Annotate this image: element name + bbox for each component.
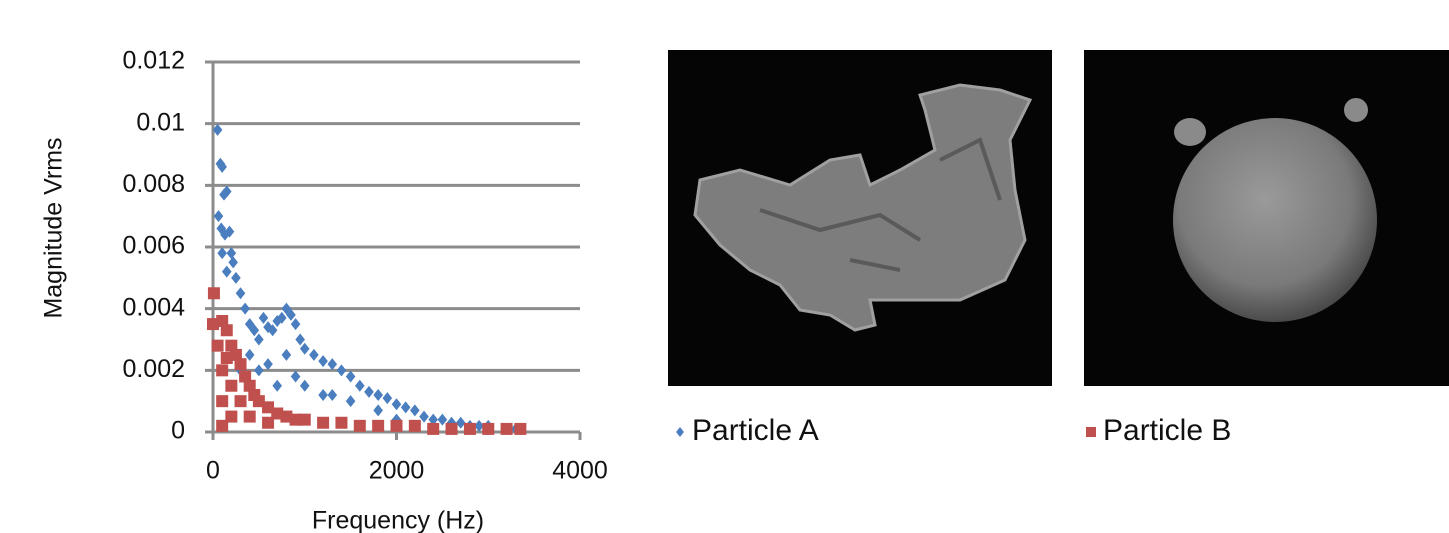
data-point [235,395,247,407]
data-point [383,392,393,404]
data-point [299,414,311,426]
legend-label: Particle B [1103,414,1231,447]
data-point [262,417,274,429]
data-point [335,417,347,429]
data-point [221,324,233,336]
data-point [235,358,247,370]
data-point [236,287,246,299]
x-tick-label: 2000 [369,457,425,485]
data-point [391,420,403,432]
data-point [216,395,228,407]
data-point [464,423,476,435]
data-point [300,380,310,392]
data-point [254,364,264,376]
data-point [355,380,365,392]
page: Magnitude Vrms Frequency (Hz) 0 0.002 0.00… [0,0,1449,533]
data-point [291,318,301,330]
data-point [216,420,228,432]
y-tick-label: 0.006 [122,232,185,260]
data-point [208,287,220,299]
data-point [514,423,526,435]
x-tick-label: 0 [206,457,220,485]
data-point [317,417,329,429]
y-tick-label: 0.012 [122,47,185,75]
y-tick-label: 0.004 [122,293,185,321]
data-point [221,352,233,364]
data-point [228,256,238,268]
data-point [318,355,328,367]
data-point [240,303,250,315]
data-point [392,398,402,410]
data-point [254,334,264,346]
data-point [410,404,420,416]
data-point [501,423,513,435]
data-point [327,389,337,401]
data-point [309,349,319,361]
x-tick-label: 4000 [552,457,608,485]
data-point [214,210,224,222]
data-point [372,420,384,432]
y-tick-label: 0.008 [122,170,185,198]
data-point [482,423,494,435]
data-point [346,395,356,407]
data-point [282,349,292,361]
data-point [231,272,241,284]
data-point [295,334,305,346]
data-point [263,358,273,370]
data-point [337,364,347,376]
data-point [272,380,282,392]
data-point [327,358,337,370]
data-point [217,247,227,259]
legend-marker [676,427,684,437]
data-point [401,401,411,413]
data-point [427,423,439,435]
data-point [244,411,256,423]
y-tick-label: 0 [171,417,185,445]
legend-marker [1086,427,1096,437]
legend-label: Particle A [692,414,819,447]
data-point [364,386,374,398]
particle-b-bump [1174,118,1206,146]
data-point [318,389,328,401]
y-tick-label: 0.01 [136,108,185,136]
data-point [227,247,237,259]
data-point [216,364,228,376]
y-tick-label: 0.002 [122,355,185,383]
data-point [225,380,237,392]
y-axis-title: Magnitude Vrms [40,137,68,318]
x-axis-title: Frequency (Hz) [312,507,484,533]
data-point [346,371,356,383]
data-point [409,420,421,432]
data-point [354,420,366,432]
particle-b-shape [1173,118,1377,322]
data-point [446,423,458,435]
data-point [373,389,383,401]
chart: Magnitude Vrms Frequency (Hz) 0 0.002 0.00… [0,0,1449,533]
data-point [222,266,232,278]
data-point [373,404,383,416]
data-point [259,312,269,324]
data-point [300,343,310,355]
particle-b-bump [1344,98,1368,122]
data-point [212,340,224,352]
data-point [291,371,301,383]
